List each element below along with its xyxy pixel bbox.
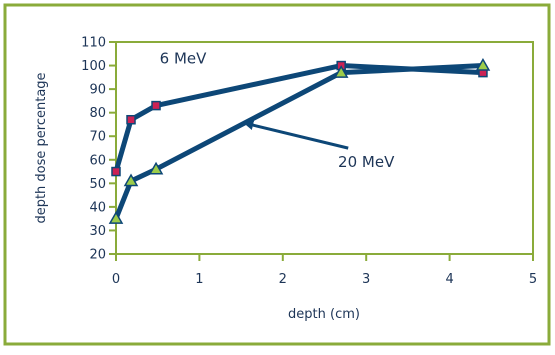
y-tick-label: 40 xyxy=(89,200,106,215)
y-tick-label: 100 xyxy=(81,59,106,74)
x-tick-label: 2 xyxy=(279,272,287,287)
x-tick-label: 5 xyxy=(529,272,537,287)
x-tick-label: 1 xyxy=(195,272,203,287)
plot-frame xyxy=(115,41,534,255)
outer-frame xyxy=(3,3,551,346)
data-point-6mev xyxy=(151,100,161,111)
y-tick-label: 20 xyxy=(89,248,106,263)
data-point-20mev xyxy=(123,173,139,187)
annotation-20mev: 20 MeV xyxy=(338,153,395,171)
data-point-6mev xyxy=(126,114,136,125)
x-tick-label: 4 xyxy=(445,272,453,287)
data-point-20mev xyxy=(108,211,124,224)
x-tick-label: 3 xyxy=(362,272,370,287)
data-point-20mev xyxy=(333,65,349,78)
data-point-6mev xyxy=(111,166,121,177)
y-tick-label: 30 xyxy=(89,224,106,239)
y-tick-label: 60 xyxy=(89,153,106,168)
y-tick-label: 110 xyxy=(81,36,106,51)
y-tick-label: 70 xyxy=(89,130,106,145)
data-point-20mev xyxy=(475,58,491,71)
annotation-6mev: 6 MeV xyxy=(160,49,207,67)
x-axis-title: depth (cm) xyxy=(288,307,360,322)
data-point-20mev xyxy=(148,161,164,175)
y-tick-label: 80 xyxy=(89,106,106,121)
annotation-20mev-arrow xyxy=(243,120,349,150)
y-axis-title: depth dose percentage xyxy=(34,72,49,223)
y-tick-label: 90 xyxy=(89,83,106,98)
x-tick-label: 0 xyxy=(112,272,120,287)
y-tick-label: 50 xyxy=(89,177,106,192)
